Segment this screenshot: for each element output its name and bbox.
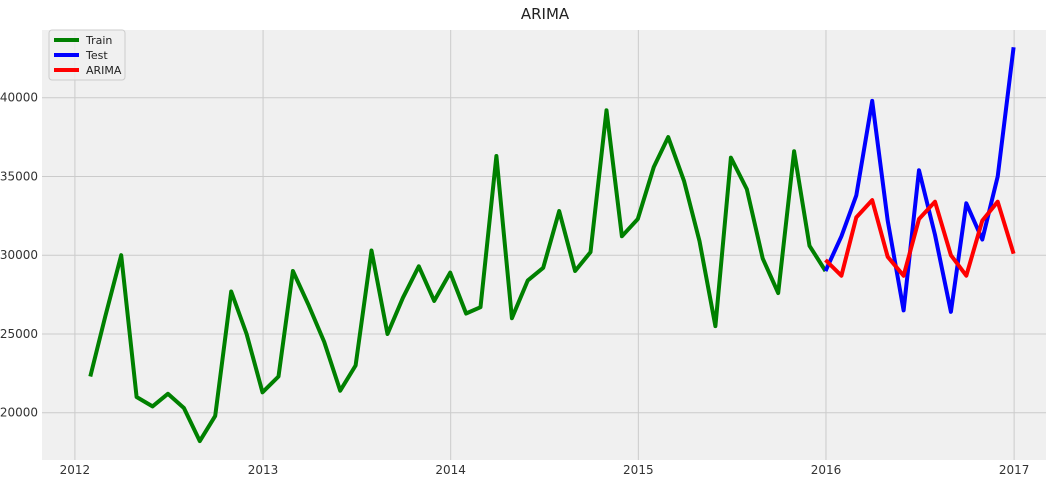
legend-box — [48, 29, 126, 81]
chart-title: ARIMA — [521, 5, 570, 23]
series-line-train — [88, 108, 828, 444]
y-tick-label: 40000 — [0, 91, 38, 105]
x-tick-label: 2016 — [811, 463, 842, 477]
x-tick-label: 2013 — [248, 463, 279, 477]
legend-label-train: Train — [85, 34, 112, 47]
tick-labels: 2012 2013 2014 2015 2016 2017 20000 25000 30000 3… — [0, 91, 1029, 477]
legend-label-test: Test — [85, 49, 108, 62]
x-tick-label: 2015 — [623, 463, 654, 477]
series-lines — [88, 47, 1016, 444]
series-line-arima — [824, 198, 1016, 278]
series-line-test — [823, 47, 1016, 314]
plot-background — [42, 30, 1046, 460]
x-tick-label: 2014 — [435, 463, 466, 477]
y-tick-label: 20000 — [0, 406, 38, 420]
legend: Train Test ARIMA — [48, 29, 126, 81]
legend-label-arima: ARIMA — [86, 64, 122, 77]
x-tick-label: 2017 — [999, 463, 1030, 477]
grid-lines — [42, 30, 1046, 460]
y-tick-label: 30000 — [0, 248, 38, 262]
y-tick-label: 35000 — [0, 169, 38, 183]
x-tick-label: 2012 — [60, 463, 91, 477]
y-tick-label: 25000 — [0, 327, 38, 341]
